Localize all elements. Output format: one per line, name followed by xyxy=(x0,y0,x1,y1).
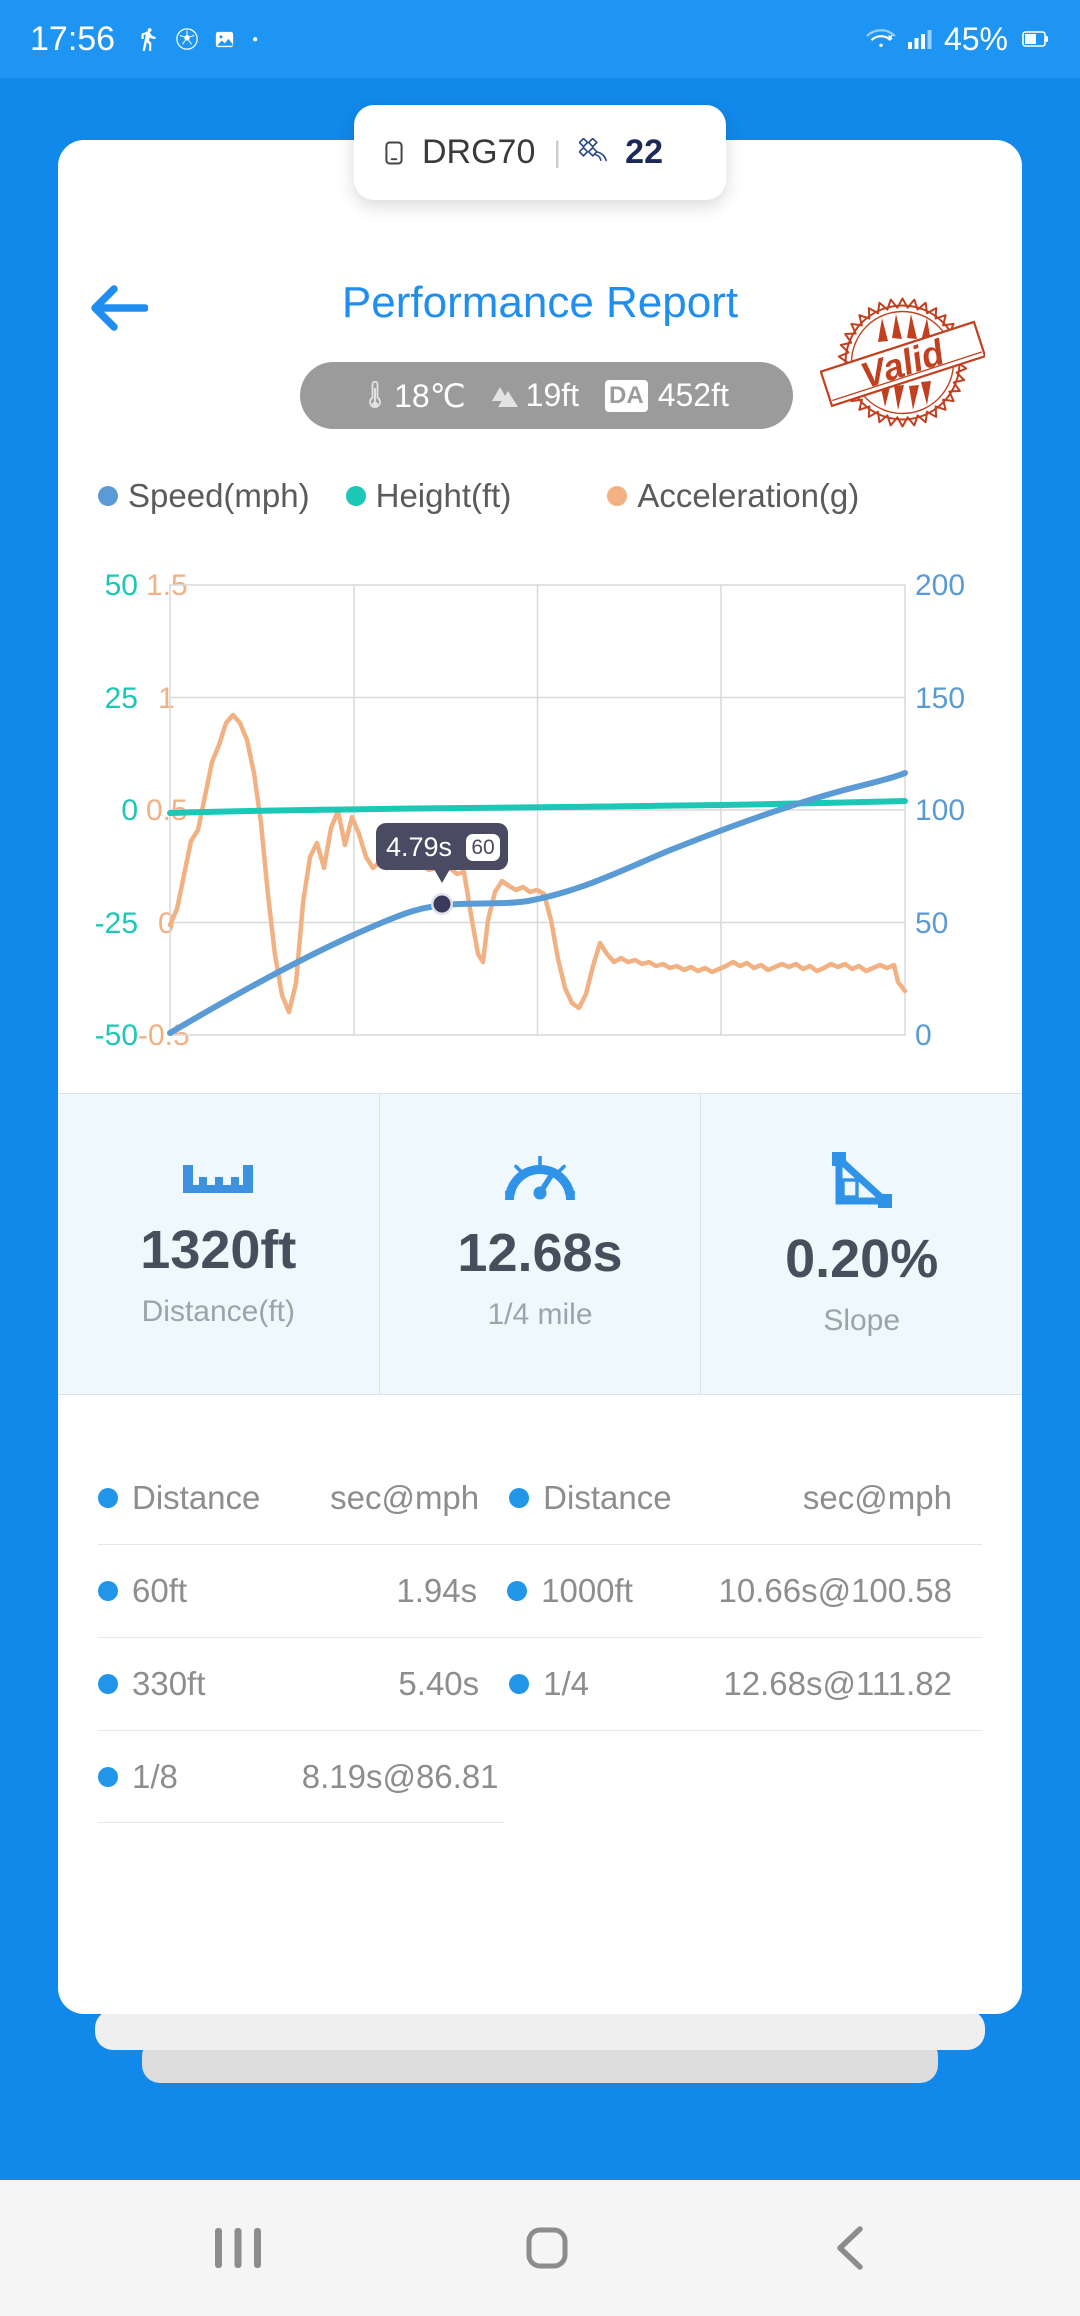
svg-text:60: 60 xyxy=(471,836,494,859)
svg-text:1: 1 xyxy=(158,682,175,715)
svg-text:100: 100 xyxy=(915,794,965,827)
svg-text:50: 50 xyxy=(915,907,948,940)
svg-text:0: 0 xyxy=(121,794,138,827)
svg-text:50: 50 xyxy=(105,569,138,602)
svg-text:200: 200 xyxy=(915,569,965,602)
svg-text:0: 0 xyxy=(915,1019,932,1052)
svg-text:4.79s: 4.79s xyxy=(386,832,452,862)
svg-text:-25: -25 xyxy=(95,907,138,940)
svg-text:150: 150 xyxy=(915,682,965,715)
svg-text:-50: -50 xyxy=(95,1019,138,1052)
svg-text:25: 25 xyxy=(105,682,138,715)
